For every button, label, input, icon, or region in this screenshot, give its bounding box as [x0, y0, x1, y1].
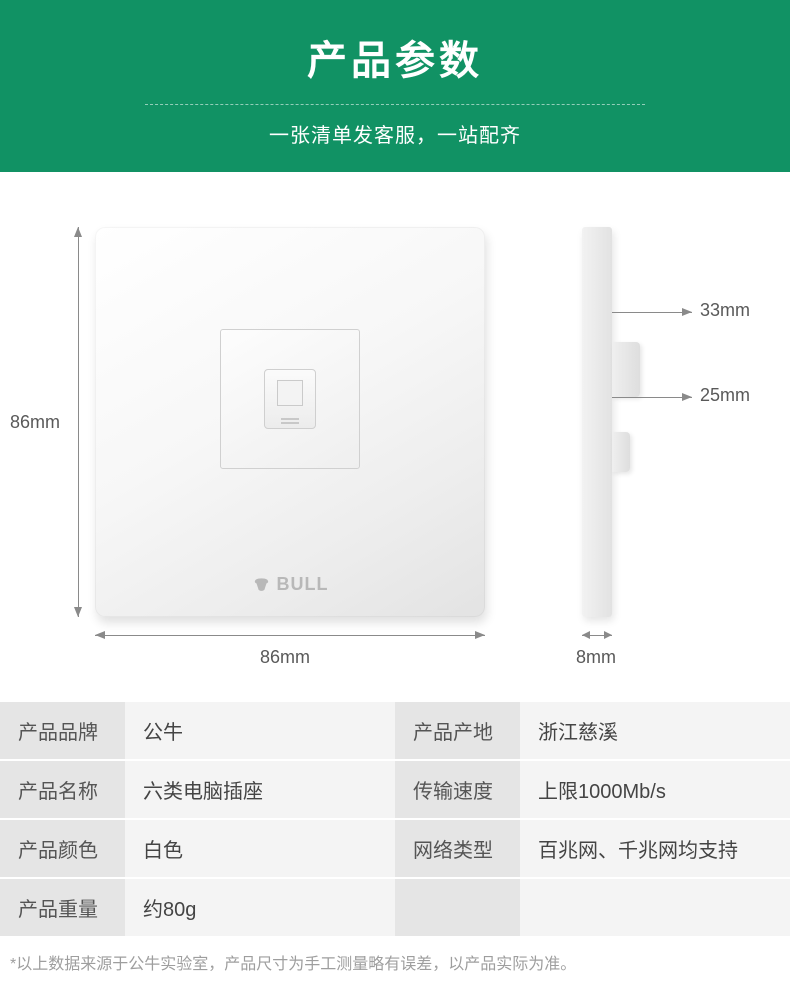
spec-key: 产品名称: [0, 760, 125, 819]
spec-key: 产品重量: [0, 878, 125, 937]
dim-line-33mm: [612, 312, 692, 313]
page-title: 产品参数: [0, 28, 790, 86]
spec-val: 公牛: [125, 702, 395, 760]
spec-key: 产品产地: [395, 702, 520, 760]
spec-key-empty: [395, 878, 520, 937]
spec-key: 产品颜色: [0, 819, 125, 878]
spec-val: 六类电脑插座: [125, 760, 395, 819]
dimension-diagram: 86mm BULL 86mm 33mm 25mm 8mm: [0, 172, 790, 702]
spec-val-empty: [520, 878, 790, 937]
dim-label-25mm: 25mm: [700, 385, 750, 406]
dim-line-height: [78, 227, 79, 617]
page-subtitle: 一张清单发客服，一站配齐: [0, 119, 790, 148]
dim-line-depth: [582, 635, 612, 636]
spec-val: 浙江慈溪: [520, 702, 790, 760]
dim-line-25mm: [612, 397, 692, 398]
product-front-plate: BULL: [95, 227, 485, 617]
spec-key: 网络类型: [395, 819, 520, 878]
brand-logo: BULL: [252, 574, 329, 595]
dim-label-depth: 8mm: [576, 647, 616, 668]
brand-text: BULL: [277, 574, 329, 595]
footnote-text: *以上数据来源于公牛实验室，产品尺寸为手工测量略有误差，以产品实际为准。: [0, 938, 790, 990]
spec-key: 传输速度: [395, 760, 520, 819]
dim-line-width: [95, 635, 485, 636]
ethernet-port-icon: [264, 369, 316, 429]
table-row: 产品重量 约80g: [0, 878, 790, 937]
header-banner: 产品参数 一张清单发客服，一站配齐: [0, 0, 790, 172]
header-divider: [145, 104, 645, 105]
dim-label-height: 86mm: [10, 412, 60, 433]
spec-table: 产品品牌 公牛 产品产地 浙江慈溪 产品名称 六类电脑插座 传输速度 上限100…: [0, 702, 790, 938]
side-protrusion-mid: [612, 432, 630, 472]
spec-val: 约80g: [125, 878, 395, 937]
spec-val: 白色: [125, 819, 395, 878]
table-row: 产品名称 六类电脑插座 传输速度 上限1000Mb/s: [0, 760, 790, 819]
spec-key: 产品品牌: [0, 702, 125, 760]
table-row: 产品品牌 公牛 产品产地 浙江慈溪: [0, 702, 790, 760]
side-protrusion-top: [612, 342, 640, 397]
spec-val: 上限1000Mb/s: [520, 760, 790, 819]
spec-val: 百兆网、千兆网均支持: [520, 819, 790, 878]
dim-label-width: 86mm: [260, 647, 310, 668]
product-inner-frame: [220, 329, 360, 469]
bull-logo-icon: [252, 575, 272, 595]
product-side-view: [582, 227, 612, 617]
table-row: 产品颜色 白色 网络类型 百兆网、千兆网均支持: [0, 819, 790, 878]
dim-label-33mm: 33mm: [700, 300, 750, 321]
